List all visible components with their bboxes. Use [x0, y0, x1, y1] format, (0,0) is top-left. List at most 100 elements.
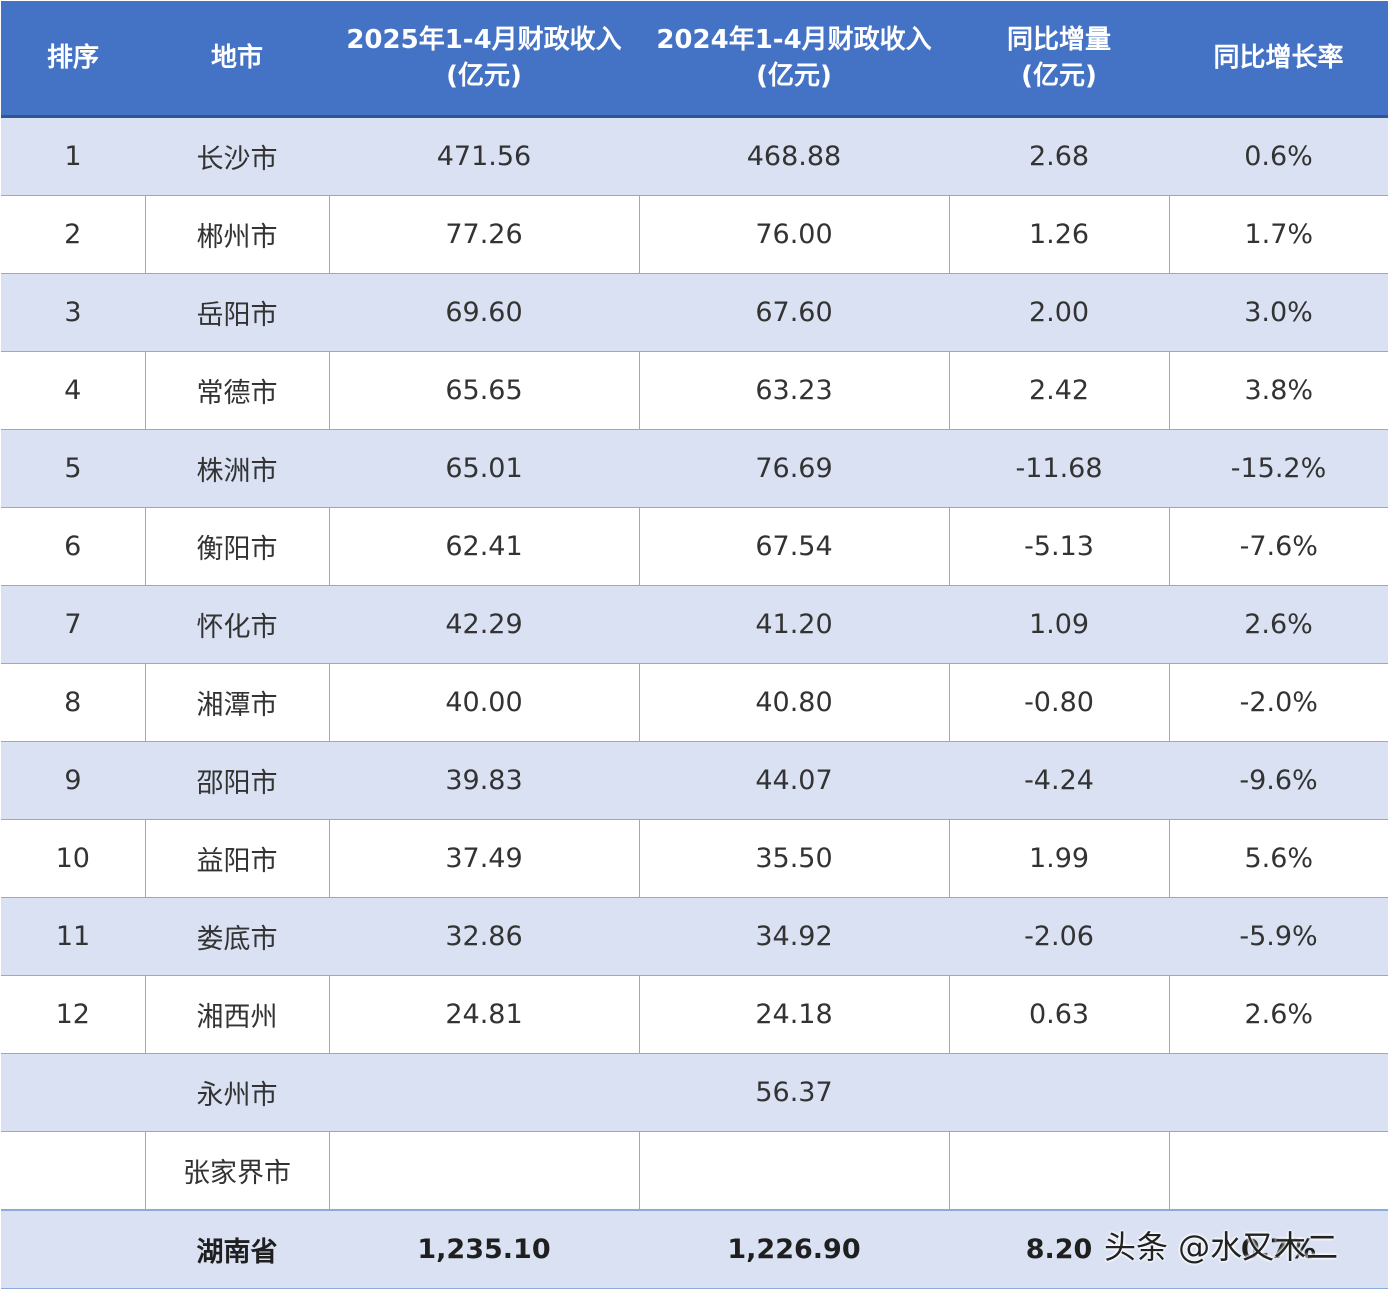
yoy-rate-cell: -9.6%	[1169, 741, 1388, 820]
revenue-2024-cell: 468.88	[639, 116, 949, 196]
city-cell: 湘西州	[144, 975, 330, 1054]
yoy-change-cell: -5.13	[948, 507, 1170, 586]
revenue-2024-cell: 34.92	[639, 897, 949, 976]
table-row: 张家界市	[1, 1131, 1388, 1211]
revenue-2025-cell: 40.00	[328, 663, 640, 742]
city-cell: 衡阳市	[144, 507, 330, 586]
rank-cell: 11	[1, 897, 145, 976]
yoy-rate-cell: -7.6%	[1168, 507, 1388, 586]
revenue-2025-cell: 471.56	[329, 116, 639, 196]
header-revenue-2024: 2024年1-4月财政收入 (亿元)	[639, 1, 949, 118]
revenue-2024-cell: 35.50	[638, 819, 950, 898]
rank-cell	[1, 1209, 145, 1289]
province-cell: 湖南省	[145, 1209, 329, 1289]
yoy-change-cell: 2.00	[949, 273, 1169, 352]
yoy-change-cell: 2.42	[948, 351, 1170, 430]
revenue-2025-cell: 65.01	[329, 429, 639, 508]
rank-cell: 6	[1, 507, 146, 586]
yoy-rate-cell: 0.6%	[1169, 116, 1388, 196]
city-cell: 张家界市	[144, 1131, 330, 1211]
yoy-change-cell	[948, 1131, 1170, 1211]
yoy-rate-cell: 0.7%	[1169, 1209, 1388, 1289]
rank-cell: 1	[1, 116, 145, 196]
yoy-rate-cell: 3.0%	[1169, 273, 1388, 352]
revenue-2025-cell	[329, 1053, 639, 1132]
total-row: 湖南省 1,235.10 1,226.90 8.20 0.7%	[1, 1209, 1388, 1289]
rank-cell	[1, 1053, 145, 1132]
city-cell: 株洲市	[145, 429, 329, 508]
yoy-change-cell: 1.26	[948, 195, 1170, 274]
city-cell: 常德市	[144, 351, 330, 430]
rank-cell: 4	[1, 351, 146, 430]
yoy-rate-cell	[1169, 1053, 1388, 1132]
rank-cell: 12	[1, 975, 146, 1054]
header-row: 排序 地市 2025年1-4月财政收入 (亿元) 2024年1-4月财政收入 (亿元…	[1, 1, 1388, 118]
city-cell: 岳阳市	[145, 273, 329, 352]
yoy-change-cell: -4.24	[949, 741, 1169, 820]
revenue-2025-cell: 1,235.10	[329, 1209, 639, 1289]
rank-cell: 10	[1, 819, 146, 898]
table-row: 12 湘西州 24.81 24.18 0.63 2.6%	[1, 975, 1388, 1054]
yoy-change-cell: -11.68	[949, 429, 1169, 508]
table-row: 8 湘潭市 40.00 40.80 -0.80 -2.0%	[1, 663, 1388, 742]
revenue-2025-cell: 65.65	[328, 351, 640, 430]
rank-cell: 3	[1, 273, 145, 352]
revenue-2025-cell	[328, 1131, 640, 1211]
yoy-change-cell: -2.06	[949, 897, 1169, 976]
yoy-rate-cell: -15.2%	[1169, 429, 1388, 508]
revenue-2024-cell	[638, 1131, 950, 1211]
revenue-2024-cell: 40.80	[638, 663, 950, 742]
revenue-2024-cell: 56.37	[639, 1053, 949, 1132]
rank-cell: 7	[1, 585, 145, 664]
rank-cell: 8	[1, 663, 146, 742]
yoy-change-cell: 1.09	[949, 585, 1169, 664]
rank-cell: 9	[1, 741, 145, 820]
yoy-change-cell: 8.20	[949, 1209, 1169, 1289]
table-row: 1 长沙市 471.56 468.88 2.68 0.6%	[1, 116, 1388, 196]
revenue-2025-cell: 24.81	[328, 975, 640, 1054]
table-row: 4 常德市 65.65 63.23 2.42 3.8%	[1, 351, 1388, 430]
yoy-change-cell: -0.80	[948, 663, 1170, 742]
city-cell: 湘潭市	[144, 663, 330, 742]
table-row: 7 怀化市 42.29 41.20 1.09 2.6%	[1, 585, 1388, 664]
header-rank: 排序	[1, 1, 145, 118]
city-cell: 娄底市	[145, 897, 329, 976]
watermark: 头条 @水又木二	[1104, 1228, 1339, 1266]
table-row: 3 岳阳市 69.60 67.60 2.00 3.0%	[1, 273, 1388, 352]
table-row: 11 娄底市 32.86 34.92 -2.06 -5.9%	[1, 897, 1388, 976]
header-yoy-change: 同比增量 (亿元)	[949, 1, 1169, 118]
table-row: 5 株洲市 65.01 76.69 -11.68 -15.2%	[1, 429, 1388, 508]
revenue-2025-cell: 39.83	[329, 741, 639, 820]
rank-cell	[1, 1131, 146, 1211]
table-row: 2 郴州市 77.26 76.00 1.26 1.7%	[1, 195, 1388, 274]
table-row: 永州市 56.37	[1, 1053, 1388, 1132]
rank-cell: 5	[1, 429, 145, 508]
yoy-change-cell: 1.99	[948, 819, 1170, 898]
yoy-rate-cell	[1168, 1131, 1388, 1211]
table-row: 10 益阳市 37.49 35.50 1.99 5.6%	[1, 819, 1388, 898]
city-cell: 长沙市	[145, 116, 329, 196]
city-cell: 郴州市	[144, 195, 330, 274]
revenue-2025-cell: 42.29	[329, 585, 639, 664]
city-cell: 怀化市	[145, 585, 329, 664]
table-row: 6 衡阳市 62.41 67.54 -5.13 -7.6%	[1, 507, 1388, 586]
table-row: 9 邵阳市 39.83 44.07 -4.24 -9.6%	[1, 741, 1388, 820]
revenue-2024-cell: 67.60	[639, 273, 949, 352]
header-revenue-2025: 2025年1-4月财政收入 (亿元)	[329, 1, 639, 118]
header-yoy-rate: 同比增长率	[1169, 1, 1388, 118]
yoy-rate-cell: -2.0%	[1168, 663, 1388, 742]
revenue-2024-cell: 76.00	[638, 195, 950, 274]
revenue-2024-cell: 76.69	[639, 429, 949, 508]
city-cell: 益阳市	[144, 819, 330, 898]
revenue-2024-cell: 24.18	[638, 975, 950, 1054]
revenue-2024-cell: 44.07	[639, 741, 949, 820]
yoy-rate-cell: 5.6%	[1168, 819, 1388, 898]
header-city: 地市	[145, 1, 329, 118]
yoy-rate-cell: 2.6%	[1169, 585, 1388, 664]
yoy-rate-cell: 1.7%	[1168, 195, 1388, 274]
yoy-rate-cell: 3.8%	[1168, 351, 1388, 430]
city-cell: 邵阳市	[145, 741, 329, 820]
revenue-2024-cell: 41.20	[639, 585, 949, 664]
rank-cell: 2	[1, 195, 146, 274]
